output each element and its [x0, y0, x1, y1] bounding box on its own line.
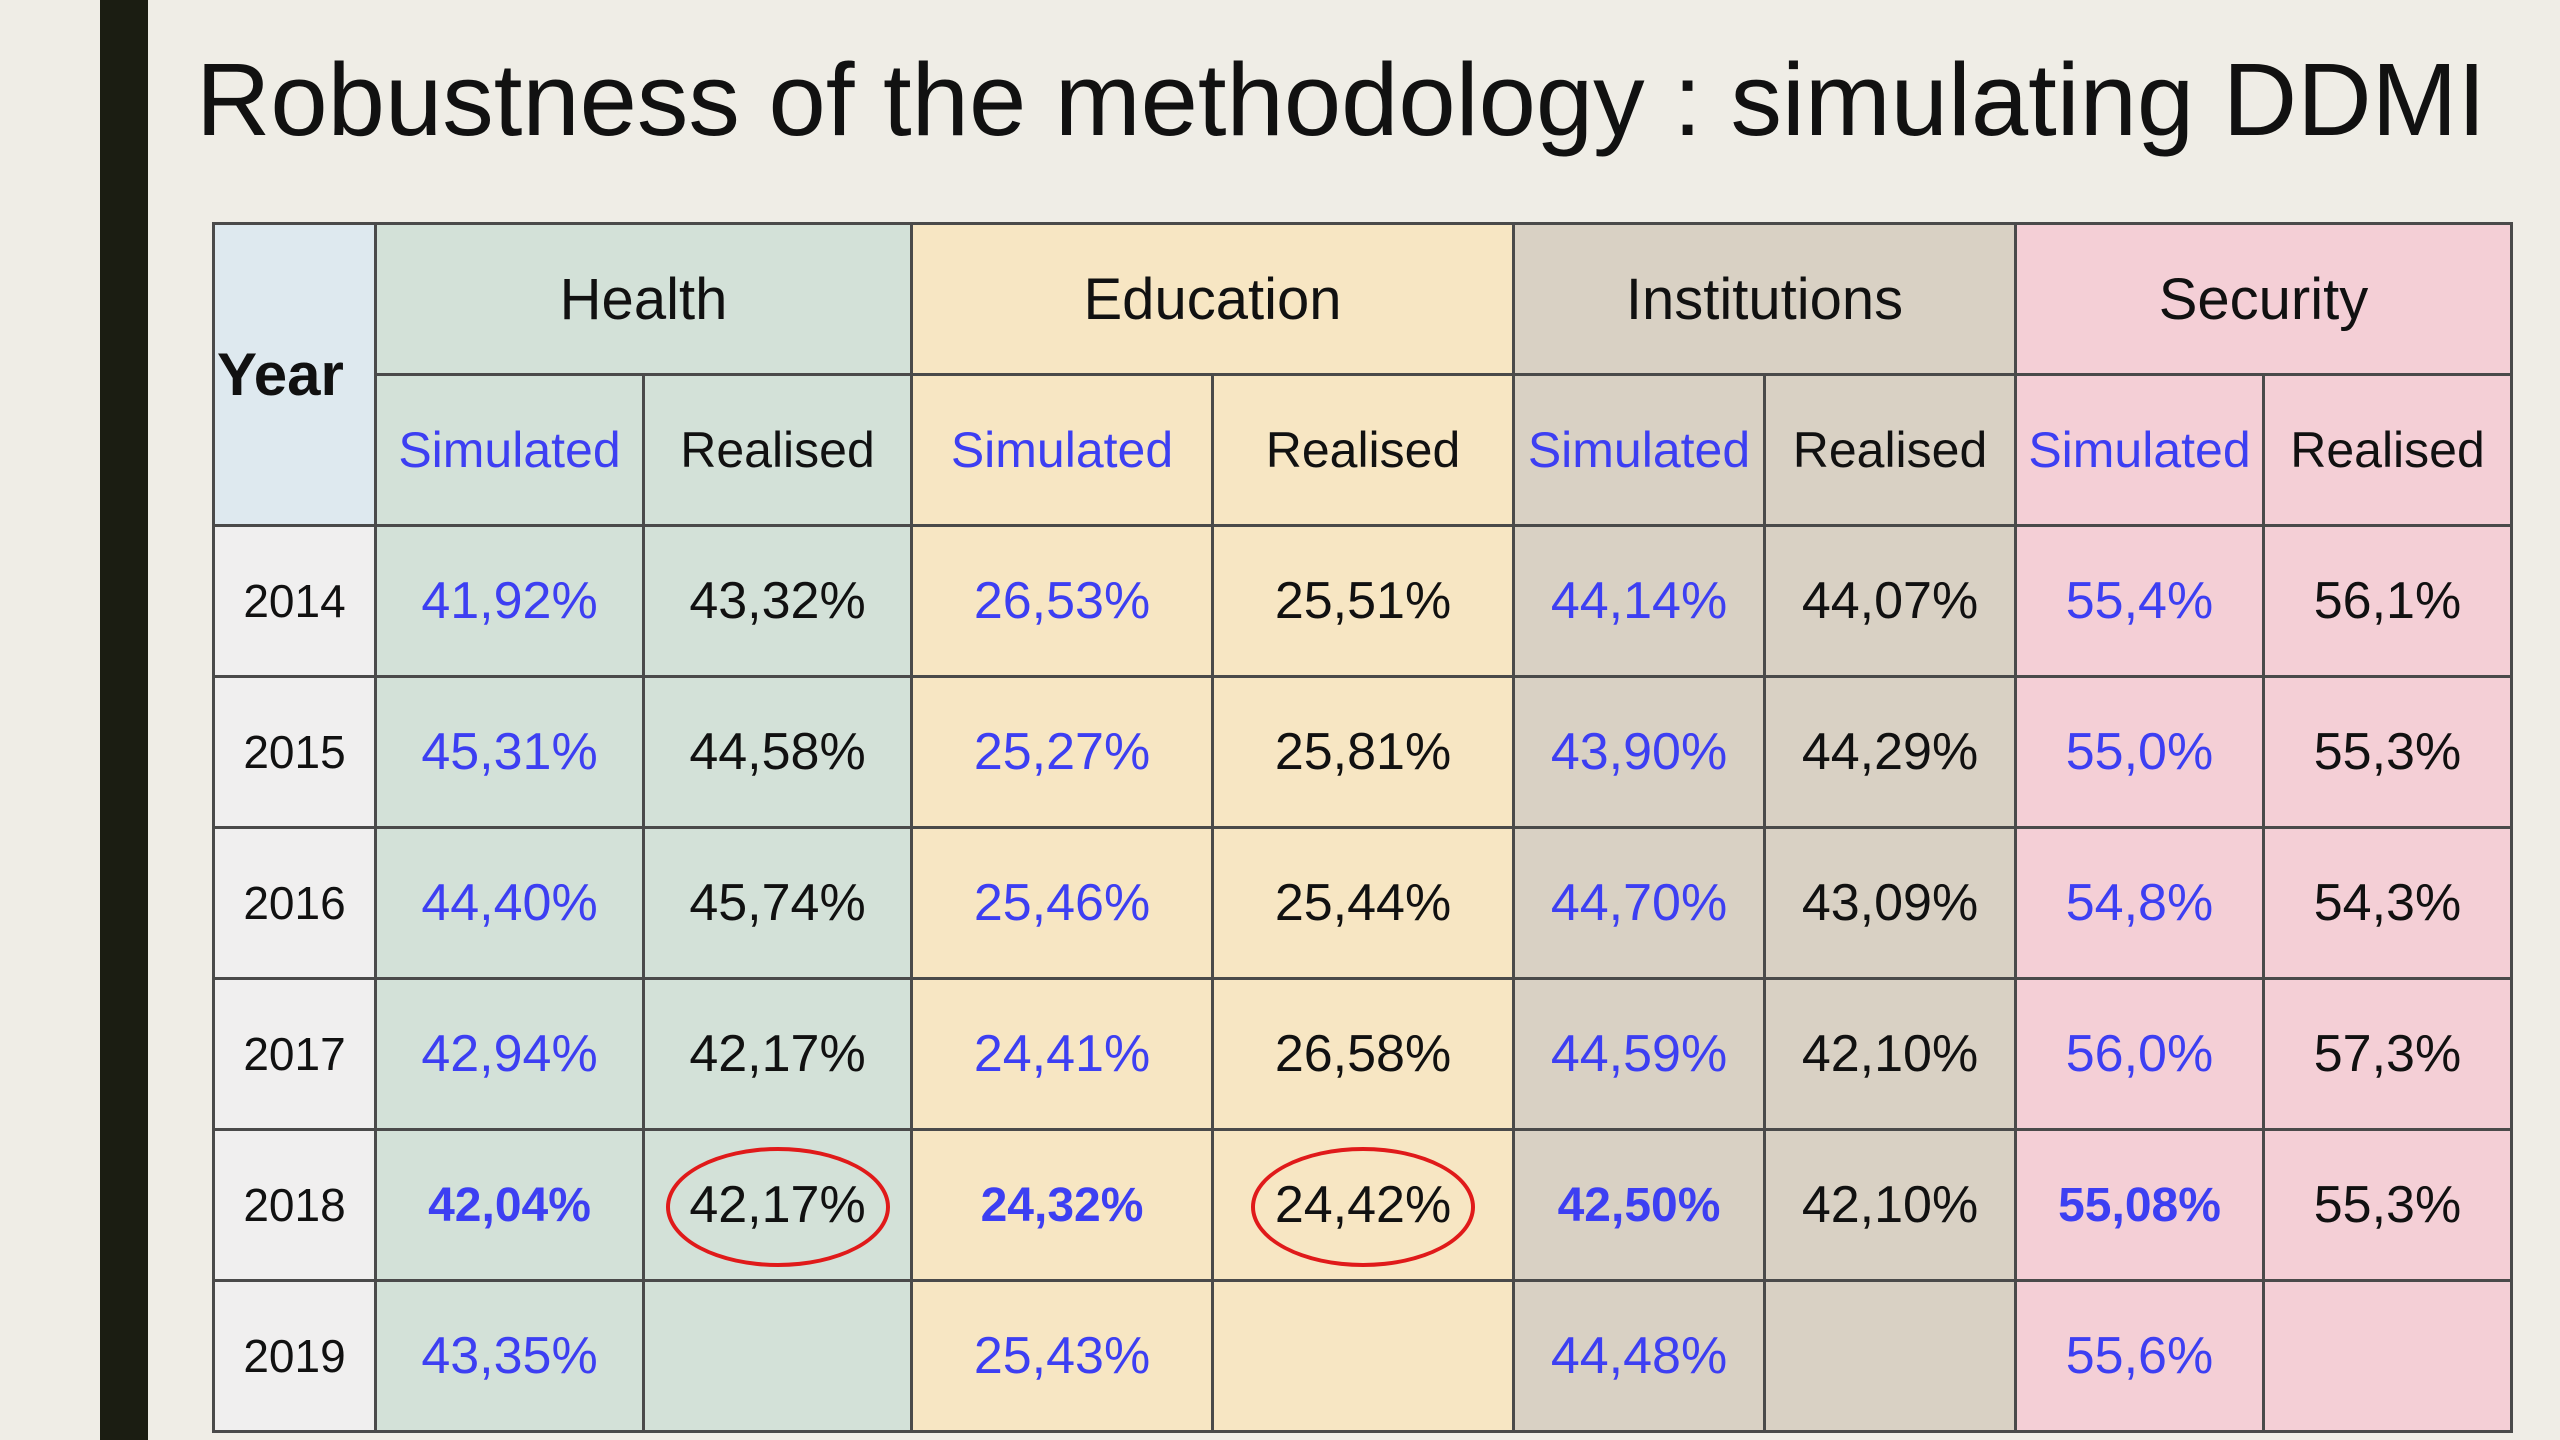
security-realised-cell: 54,3% — [2262, 826, 2513, 980]
education-realised-cell: 26,58% — [1211, 977, 1515, 1131]
security-realised-header: Realised — [2262, 373, 2513, 527]
education-simulated-cell: 25,46% — [910, 826, 1214, 980]
security-simulated-cell: 55,08% — [2014, 1128, 2265, 1282]
health-simulated-cell: 45,31% — [374, 675, 645, 829]
education-simulated-header: Simulated — [910, 373, 1214, 527]
table-row: 2014 41,92% 43,32% 26,53% 25,51% 44,14% … — [212, 524, 2513, 678]
education-realised-cell-highlighted: 24,42% — [1211, 1128, 1515, 1282]
institutions-realised-header: Realised — [1763, 373, 2017, 527]
institutions-realised-cell: 42,10% — [1763, 977, 2017, 1131]
institutions-realised-cell — [1763, 1279, 2017, 1433]
year-cell: 2017 — [212, 977, 377, 1131]
security-simulated-cell: 55,0% — [2014, 675, 2265, 829]
institutions-group-header: Institutions — [1512, 222, 2017, 376]
education-realised-cell: 25,44% — [1211, 826, 1515, 980]
sub-header-row: Simulated Realised Simulated Realised Si… — [214, 373, 2513, 527]
education-simulated-cell: 25,43% — [910, 1279, 1214, 1433]
health-realised-cell: 42,17% — [642, 977, 913, 1131]
education-group-header: Education — [910, 222, 1515, 376]
institutions-simulated-cell: 43,90% — [1512, 675, 1766, 829]
health-realised-header: Realised — [642, 373, 913, 527]
education-realised-cell: 25,81% — [1211, 675, 1515, 829]
education-simulated-cell: 25,27% — [910, 675, 1214, 829]
table-row: 2018 42,04% 42,17% 24,32% 24,42% 42,50% … — [212, 1128, 2513, 1282]
education-simulated-cell: 24,41% — [910, 977, 1214, 1131]
ddmi-comparison-table: Year Health Education Institutions Secur… — [212, 222, 2513, 1433]
security-simulated-header: Simulated — [2014, 373, 2265, 527]
security-simulated-cell: 55,6% — [2014, 1279, 2265, 1433]
institutions-simulated-cell: 44,59% — [1512, 977, 1766, 1131]
institutions-realised-cell: 44,07% — [1763, 524, 2017, 678]
education-simulated-cell: 24,32% — [910, 1128, 1214, 1282]
institutions-realised-cell: 42,10% — [1763, 1128, 2017, 1282]
table-row: 2019 43,35% 25,43% 44,48% 55,6% — [212, 1279, 2513, 1433]
security-group-header: Security — [2014, 222, 2513, 376]
health-group-header: Health — [374, 222, 913, 376]
institutions-realised-cell: 43,09% — [1763, 826, 2017, 980]
security-simulated-cell: 56,0% — [2014, 977, 2265, 1131]
year-cell: 2015 — [212, 675, 377, 829]
table-row: 2016 44,40% 45,74% 25,46% 25,44% 44,70% … — [212, 826, 2513, 980]
year-column-header: Year — [212, 222, 377, 527]
slide-title: Robustness of the methodology : simulati… — [196, 42, 2486, 157]
health-realised-cell — [642, 1279, 913, 1433]
year-cell: 2014 — [212, 524, 377, 678]
highlight-circle — [1251, 1147, 1475, 1267]
table-row: 2017 42,94% 42,17% 24,41% 26,58% 44,59% … — [212, 977, 2513, 1131]
security-simulated-cell: 55,4% — [2014, 524, 2265, 678]
table-row: 2015 45,31% 44,58% 25,27% 25,81% 43,90% … — [212, 675, 2513, 829]
security-realised-cell: 55,3% — [2262, 675, 2513, 829]
security-realised-cell — [2262, 1279, 2513, 1433]
year-cell: 2018 — [212, 1128, 377, 1282]
education-realised-cell — [1211, 1279, 1515, 1433]
health-realised-cell-highlighted: 42,17% — [642, 1128, 913, 1282]
institutions-simulated-header: Simulated — [1512, 373, 1766, 527]
education-simulated-cell: 26,53% — [910, 524, 1214, 678]
education-realised-header: Realised — [1211, 373, 1515, 527]
education-realised-cell: 25,51% — [1211, 524, 1515, 678]
health-simulated-cell: 42,04% — [374, 1128, 645, 1282]
security-realised-cell: 55,3% — [2262, 1128, 2513, 1282]
institutions-simulated-cell: 42,50% — [1512, 1128, 1766, 1282]
health-realised-cell: 45,74% — [642, 826, 913, 980]
slide-accent-bar — [100, 0, 148, 1440]
health-realised-cell: 44,58% — [642, 675, 913, 829]
security-realised-cell: 56,1% — [2262, 524, 2513, 678]
security-realised-cell: 57,3% — [2262, 977, 2513, 1131]
year-cell: 2016 — [212, 826, 377, 980]
health-simulated-cell: 42,94% — [374, 977, 645, 1131]
institutions-simulated-cell: 44,70% — [1512, 826, 1766, 980]
institutions-realised-cell: 44,29% — [1763, 675, 2017, 829]
health-simulated-header: Simulated — [374, 373, 645, 527]
institutions-simulated-cell: 44,48% — [1512, 1279, 1766, 1433]
group-header-row: Year Health Education Institutions Secur… — [212, 222, 2513, 527]
year-cell: 2019 — [212, 1279, 377, 1433]
health-simulated-cell: 41,92% — [374, 524, 645, 678]
security-simulated-cell: 54,8% — [2014, 826, 2265, 980]
health-simulated-cell: 43,35% — [374, 1279, 645, 1433]
health-simulated-cell: 44,40% — [374, 826, 645, 980]
institutions-simulated-cell: 44,14% — [1512, 524, 1766, 678]
health-realised-cell: 43,32% — [642, 524, 913, 678]
highlight-circle — [665, 1147, 890, 1267]
